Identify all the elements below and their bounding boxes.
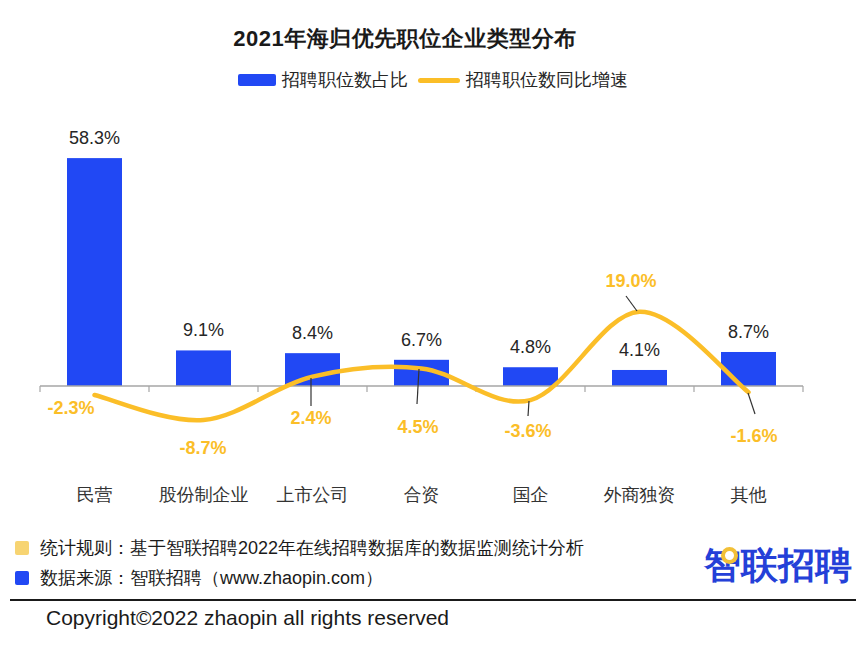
footnote-text: 统计规则：基于智联招聘2022年在线招聘数据库的数据监测统计分析: [40, 536, 584, 560]
bar-value-label-1: 9.1%: [183, 320, 224, 340]
footnote-text: 数据来源：智联招聘（www.zhaopin.com）: [40, 566, 383, 590]
copyright-text: Copyright©2022 zhaopin all rights reserv…: [46, 606, 449, 630]
line-value-label-4: -3.6%: [504, 421, 551, 441]
category-label-4: 国企: [513, 485, 549, 505]
chart-page: 2021年海归优先职位企业类型分布 招聘职位数占比 招聘职位数同比增速 58.3…: [0, 0, 866, 645]
category-label-2: 上市公司: [277, 485, 349, 505]
category-label-1: 股份制企业: [159, 485, 249, 505]
bar-4: [503, 367, 558, 386]
bar-value-label-3: 6.7%: [401, 330, 442, 350]
yellow-bullet-icon: [15, 541, 29, 555]
footer-divider: [10, 599, 856, 601]
line-value-label-2: 2.4%: [290, 408, 331, 428]
bar-1: [176, 350, 231, 386]
label-leader-line-4: [528, 401, 529, 416]
bar-value-label-6: 8.7%: [728, 322, 769, 342]
category-label-5: 外商独资: [604, 485, 676, 505]
line-value-label-6: -1.6%: [730, 426, 777, 446]
line-value-label-1: -8.7%: [179, 438, 226, 458]
line-value-label-0: -2.3%: [47, 398, 94, 418]
bar-value-label-2: 8.4%: [292, 323, 333, 343]
category-label-6: 其他: [731, 485, 767, 505]
bar-value-label-4: 4.8%: [510, 337, 551, 357]
bar-6: [721, 352, 776, 386]
line-value-label-5: 19.0%: [605, 271, 656, 291]
footnote-statistic-rule: 统计规则：基于智联招聘2022年在线招聘数据库的数据监测统计分析: [15, 536, 584, 560]
bar-value-label-5: 4.1%: [619, 340, 660, 360]
line-value-label-3: 4.5%: [397, 417, 438, 437]
zhaopin-logo-ring-icon: [721, 547, 738, 564]
category-label-0: 民营: [77, 485, 113, 505]
category-label-3: 合资: [404, 485, 440, 505]
bar-5: [612, 370, 667, 386]
bar-value-label-0: 58.3%: [69, 128, 120, 148]
blue-bullet-icon: [15, 571, 29, 585]
footnote-data-source: 数据来源：智联招聘（www.zhaopin.com）: [15, 566, 383, 590]
label-leader-line-5: [626, 296, 637, 311]
label-leader-line-6: [748, 393, 755, 414]
bar-0: [67, 158, 122, 386]
zhaopin-logo: 智联招聘: [704, 544, 864, 588]
